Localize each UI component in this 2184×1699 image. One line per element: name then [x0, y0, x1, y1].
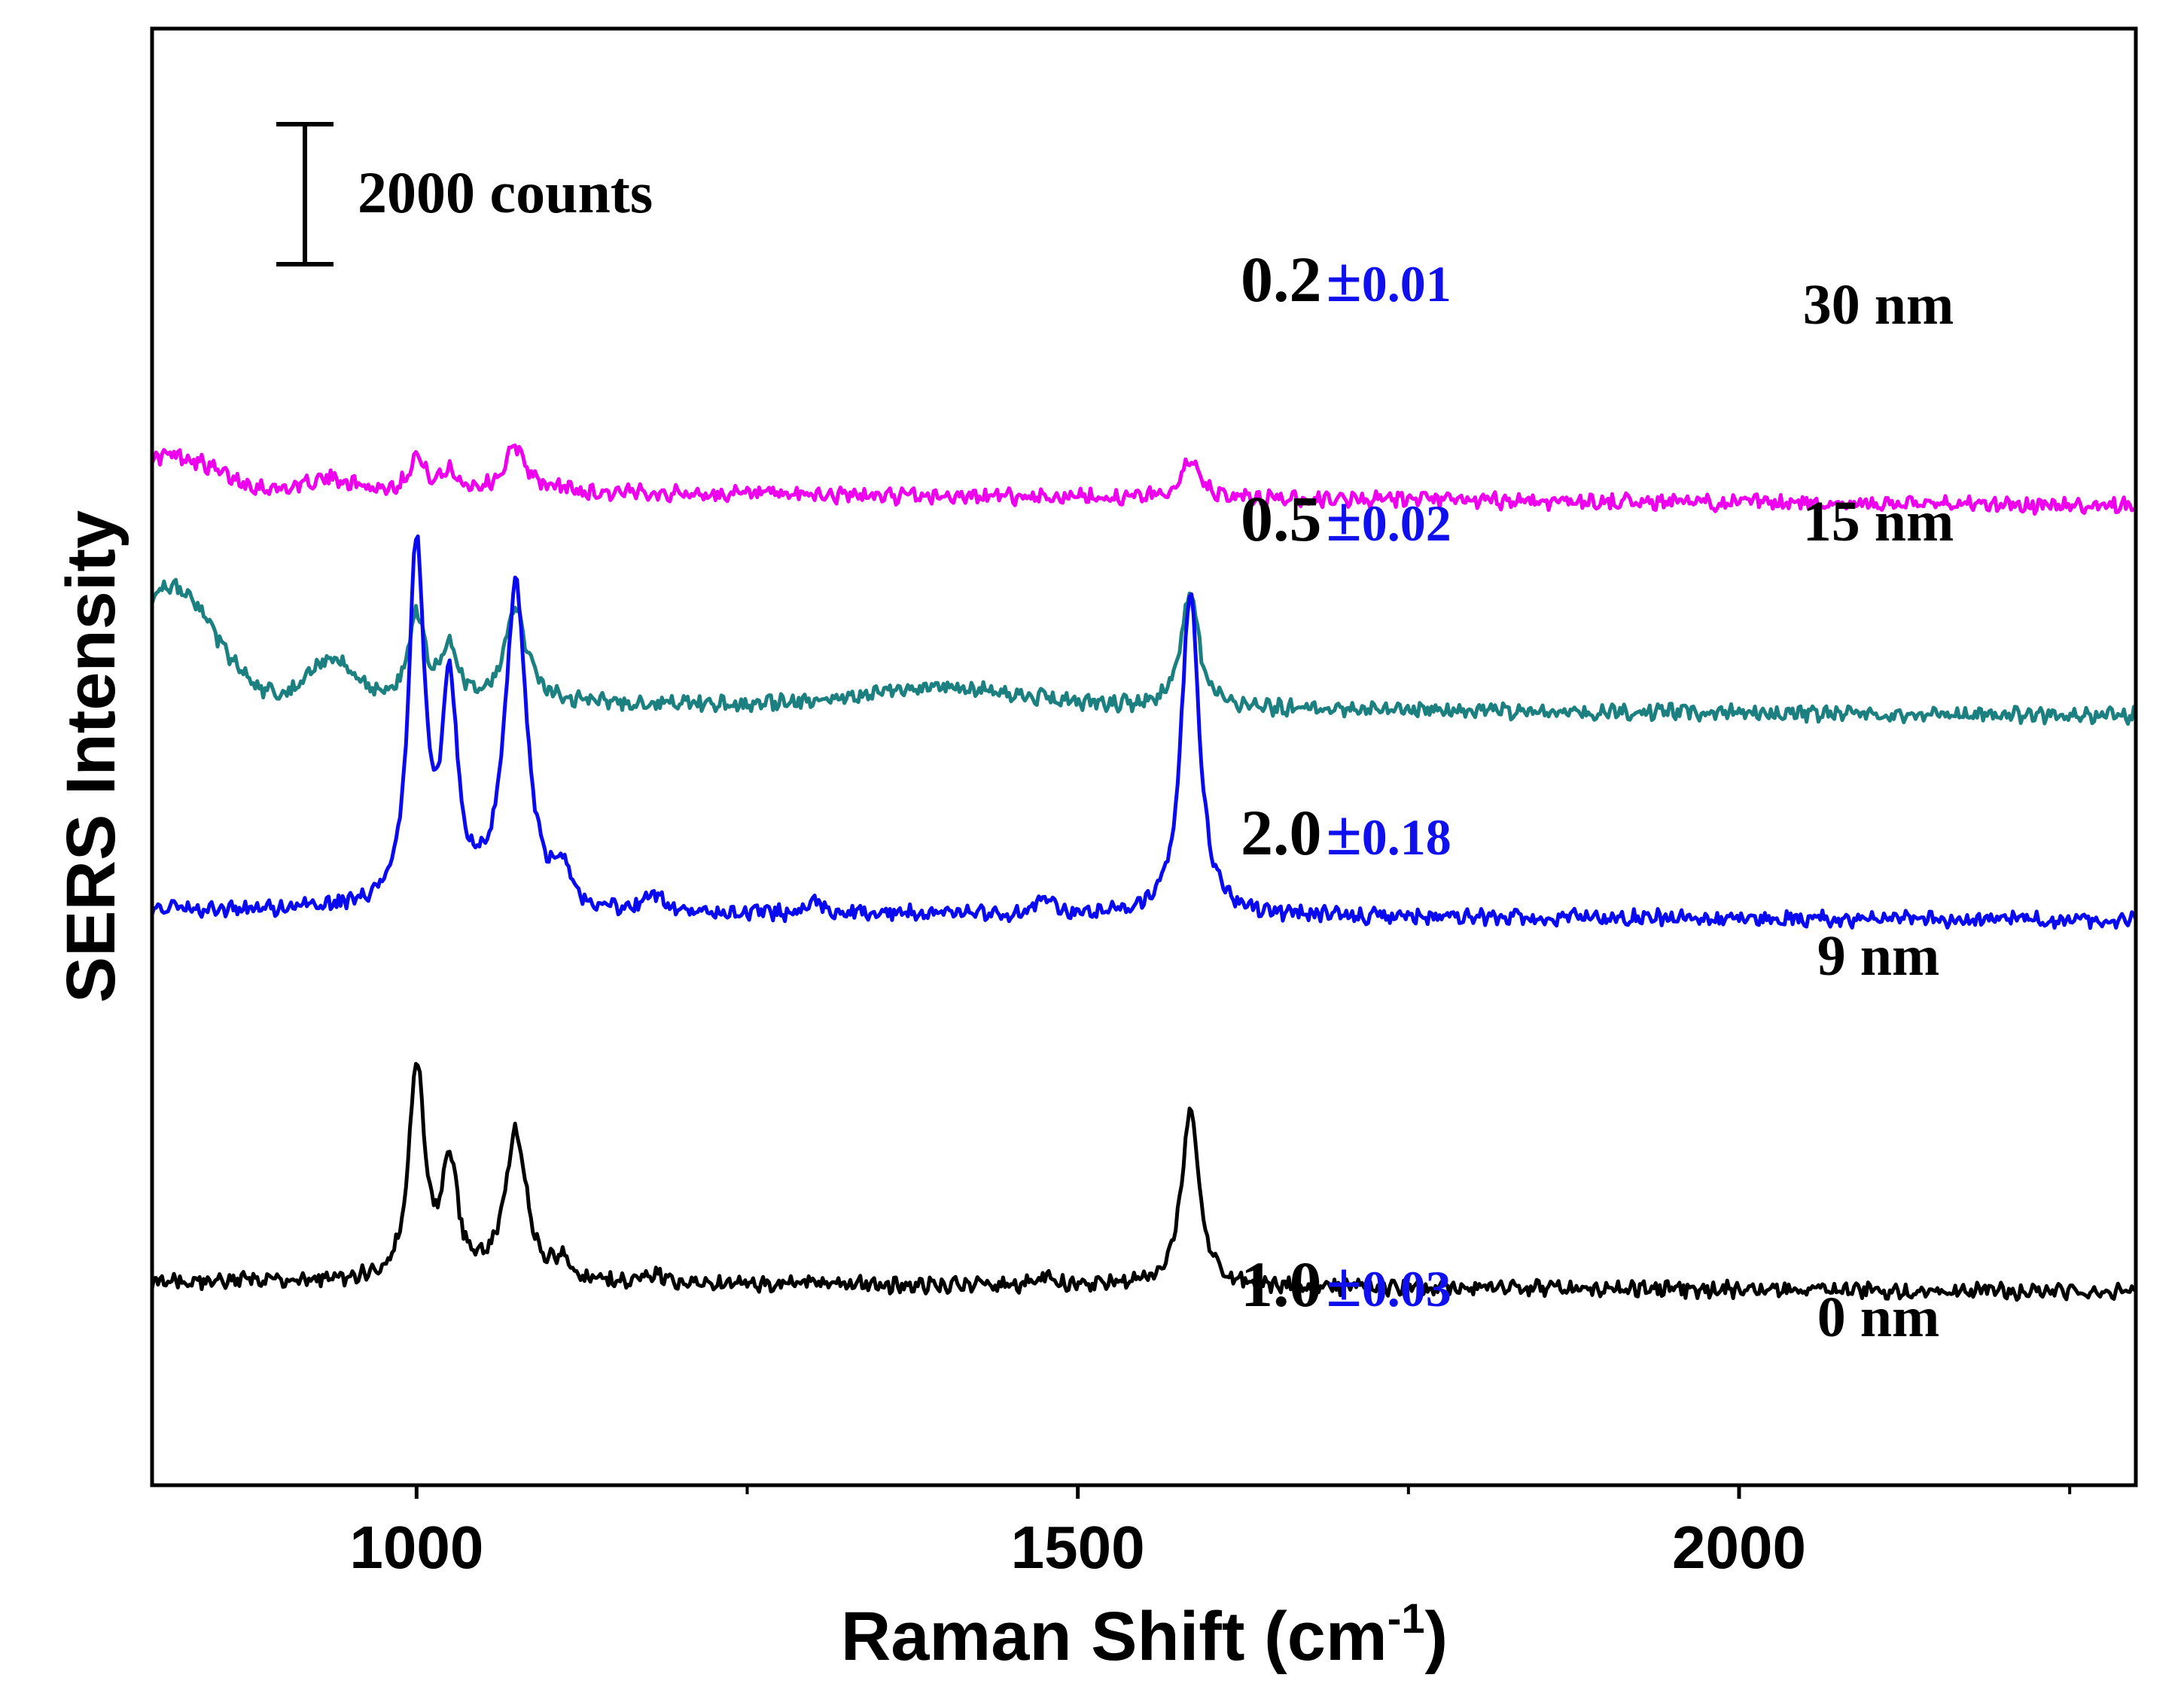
ratio-label: 1.0±0.03	[1241, 1248, 1451, 1320]
y-axis-title: SERS Intensity	[53, 510, 129, 1003]
thickness-label: 15 nm	[1803, 490, 1954, 553]
plus-minus-sign: ±	[1327, 243, 1362, 315]
thickness-label: 0 nm	[1817, 1286, 1940, 1349]
ratio-error: 0.03	[1362, 1260, 1451, 1317]
ratio-value: 2.0	[1241, 796, 1322, 869]
ratio-label: 2.0±0.18	[1241, 796, 1451, 869]
x-axis-ticks: 1000 1500 2000	[349, 1485, 2072, 1581]
plot-frame	[150, 26, 2138, 1487]
ratio-error: 0.02	[1362, 495, 1451, 552]
x-tick-label: 2000	[1672, 1514, 1806, 1581]
plus-minus-sign: ±	[1327, 796, 1362, 869]
series-line-30-nm	[150, 443, 2137, 516]
ratio-value: 0.2	[1241, 243, 1322, 315]
ratio-value: 0.5	[1241, 483, 1322, 555]
series-line-15-nm	[150, 577, 2138, 726]
scale-bar-label: 2000 counts	[358, 160, 653, 225]
ratio-label: 0.5±0.02	[1241, 483, 1451, 555]
x-tick-label: 1500	[1011, 1514, 1145, 1581]
x-axis-title: Raman Shift (cm-1)	[841, 1594, 1448, 1675]
x-tick-label: 1000	[349, 1514, 483, 1581]
series-line-9-nm	[150, 534, 2138, 930]
ratio-error: 0.01	[1362, 255, 1451, 312]
ratio-value: 1.0	[1241, 1248, 1322, 1320]
series-labels: 0.2±0.01 30 nm0.5±0.02 15 nm2.0±0.189 nm1.…	[1241, 243, 1954, 1349]
series-layer	[150, 443, 2138, 1302]
ratio-label: 0.2±0.01	[1241, 243, 1451, 315]
plus-minus-sign: ±	[1327, 1248, 1362, 1320]
plus-minus-sign: ±	[1327, 483, 1362, 555]
ratio-error: 0.18	[1362, 808, 1451, 866]
scale-bar: 2000 counts	[276, 122, 653, 266]
thickness-label: 9 nm	[1817, 924, 1940, 988]
thickness-label: 30 nm	[1803, 273, 1954, 336]
series-line-0-nm	[150, 1061, 2137, 1302]
